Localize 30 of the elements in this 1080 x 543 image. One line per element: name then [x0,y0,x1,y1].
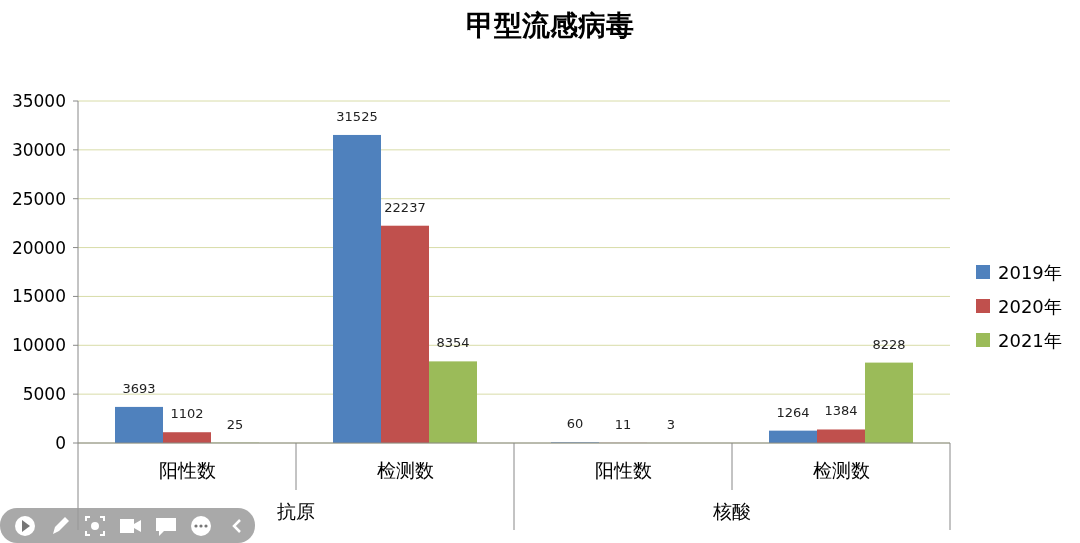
text: 抗原 [277,500,315,522]
legend-label: 2019年 [998,262,1062,283]
x-tick-label: 阳性数 [158,459,216,481]
data-label: 3 [666,416,676,432]
data-label: 11 [614,416,632,432]
data-label: 1102 [170,406,204,422]
x-tick-label: 检测数 [812,459,870,481]
data-label: 1384 [824,403,858,419]
y-tick-label: 35000 [11,91,66,111]
legend-label: 2021年 [998,330,1062,351]
y-tick-label: 25000 [11,188,66,209]
data-label: 3693 [122,380,156,396]
legend-label: 2020年 [998,296,1062,317]
x-tick-label: 检测数 [376,459,434,481]
y-tick-label: 15000 [11,286,66,307]
y-tick-label: 0 [55,433,66,453]
y-tick-label: 30000 [11,139,66,160]
data-label: 1264 [776,404,810,420]
x-tick-label: 阳性数 [594,459,652,481]
y-tick-label: 5000 [22,384,66,405]
chart-title: 甲型流感病毒 [466,9,634,42]
data-label: 31525 [336,108,378,124]
data-label: 8228 [872,336,906,352]
data-label: 60 [566,416,584,432]
data-label: 22237 [384,199,426,215]
y-tick-label: 20000 [11,237,66,258]
data-label: 8354 [436,335,470,351]
y-tick-label: 10000 [11,335,66,356]
data-label: 25 [226,416,244,432]
text: 核酸 [712,500,751,522]
